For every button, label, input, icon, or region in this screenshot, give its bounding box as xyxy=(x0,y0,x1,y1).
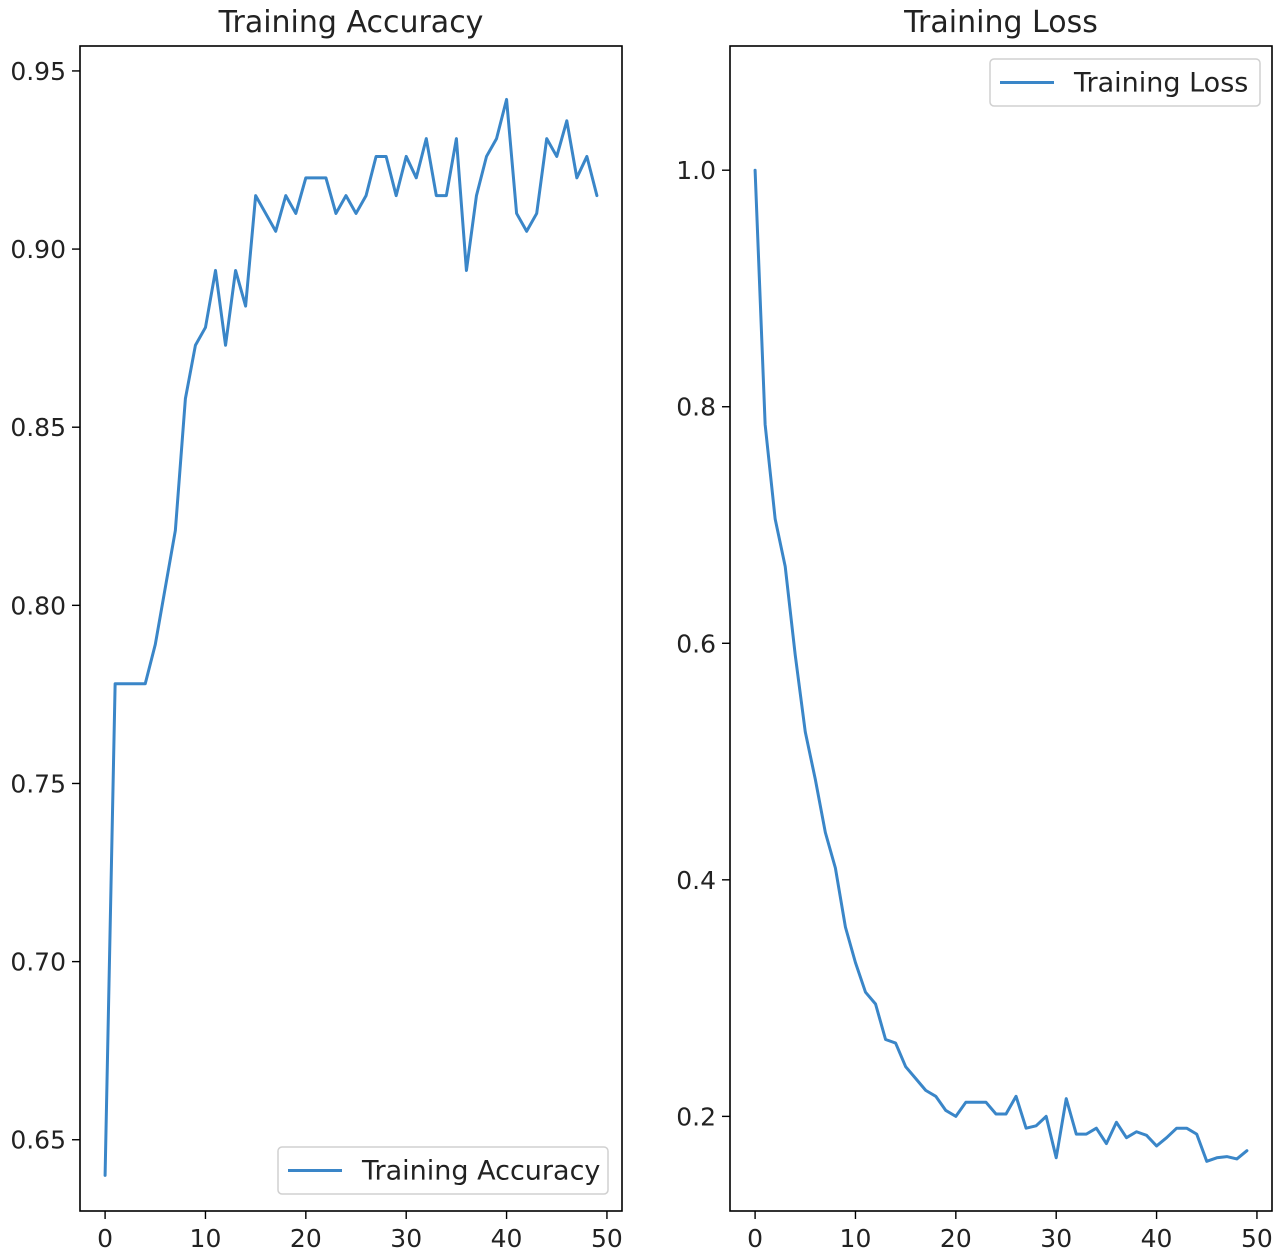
x-tick-label: 40 xyxy=(1141,1224,1173,1253)
legend-box xyxy=(989,58,1261,107)
y-tick-label: 0.95 xyxy=(10,57,66,86)
x-tick-label: 30 xyxy=(390,1224,422,1253)
training-loss-chart: Training Loss 0.2 0.4 0.6 0.8 1.0 0 10 20 30 40 50 T… xyxy=(676,5,1273,1253)
chart-title: Training Accuracy xyxy=(218,5,484,40)
x-tick-label: 40 xyxy=(491,1224,523,1253)
series-line xyxy=(103,97,599,1177)
x-tick-label: 10 xyxy=(840,1224,872,1253)
legend: Training Accuracy xyxy=(277,1146,609,1195)
y-tick-label: 0.2 xyxy=(676,1102,716,1131)
x-tick-label: 30 xyxy=(1040,1224,1072,1253)
x-tick-label: 20 xyxy=(940,1224,972,1253)
legend: Training Loss xyxy=(989,58,1261,107)
y-tick-label: 0.75 xyxy=(10,769,66,798)
training-accuracy-chart: Training Accuracy 0.65 0.70 0.75 0.80 0.85 0.9… xyxy=(10,5,623,1253)
x-tick-label: 10 xyxy=(190,1224,222,1253)
y-tick-label: 0.80 xyxy=(10,591,66,620)
y-tick-label: 1.0 xyxy=(676,156,716,185)
legend-box xyxy=(277,1146,609,1195)
chart-title: Training Loss xyxy=(903,5,1098,40)
x-tick-label: 20 xyxy=(290,1224,322,1253)
y-tick-label: 0.8 xyxy=(676,393,716,422)
legend-label: Training Accuracy xyxy=(361,1156,600,1187)
y-tick-label: 0.85 xyxy=(10,413,66,442)
y-tick-label: 0.70 xyxy=(10,948,66,977)
y-tick-label: 0.90 xyxy=(10,235,66,264)
y-tick-label: 0.4 xyxy=(676,866,716,895)
x-tick-label: 0 xyxy=(747,1224,763,1253)
axes-frame xyxy=(79,45,623,1212)
x-tick-label: 0 xyxy=(97,1224,113,1253)
y-tick-label: 0.65 xyxy=(10,1126,66,1155)
x-tick-label: 50 xyxy=(1241,1224,1273,1253)
x-tick-label: 50 xyxy=(591,1224,623,1253)
y-tick-label: 0.6 xyxy=(676,629,716,658)
axes-frame xyxy=(729,45,1273,1212)
legend-label: Training Loss xyxy=(1073,68,1248,99)
series-line xyxy=(753,168,1249,1163)
